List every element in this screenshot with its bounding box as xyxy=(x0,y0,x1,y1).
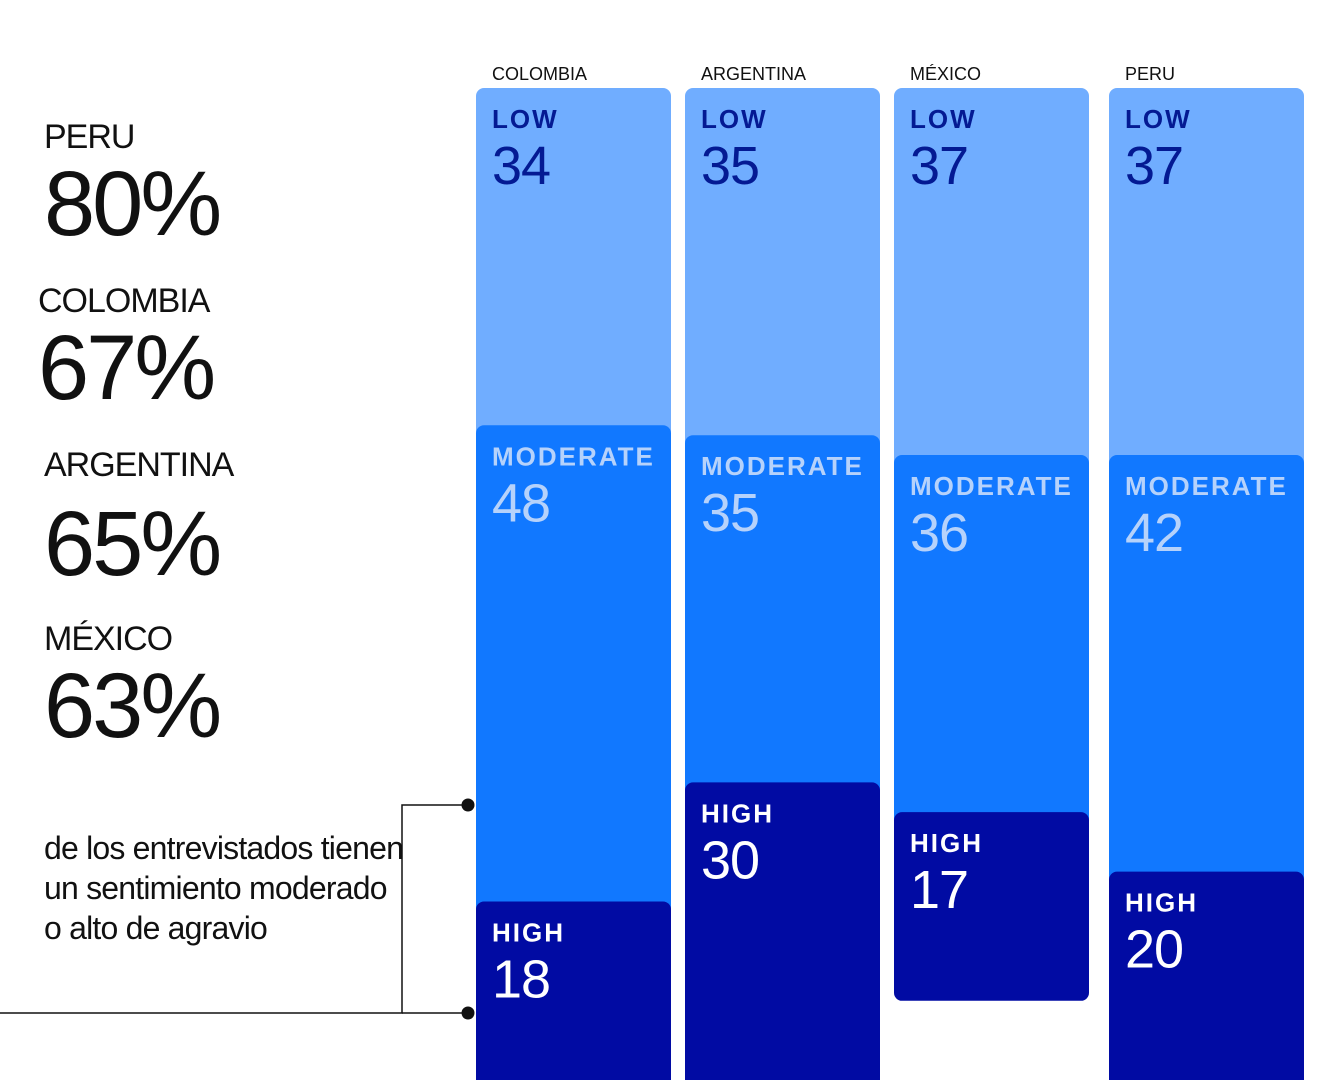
bracket-dot-top xyxy=(461,798,475,812)
segment-label-high-méxico: HIGH xyxy=(910,828,983,858)
segment-label-low-colombia: LOW xyxy=(492,104,559,134)
segment-label-moderate-argentina: MODERATE xyxy=(701,451,864,481)
summary-colombia: COLOMBIA 67% xyxy=(38,282,216,419)
bar-low-colombia xyxy=(476,88,671,442)
segment-value-moderate-méxico: 36 xyxy=(910,503,968,563)
bar-moderate-peru xyxy=(1109,455,1304,888)
segment-value-high-argentina: 30 xyxy=(701,830,759,890)
summary-percent: 67% xyxy=(38,317,216,419)
segment-label-high-argentina: HIGH xyxy=(701,798,774,828)
bar-high-méxico xyxy=(894,812,1089,1001)
summary-country-name: MÉXICO xyxy=(44,620,173,658)
bar-low-peru xyxy=(1109,88,1304,472)
segment-value-low-argentina: 35 xyxy=(701,136,759,196)
segment-label-moderate-colombia: MODERATE xyxy=(492,441,655,471)
bar-moderate-argentina xyxy=(685,435,880,799)
segment-label-low-méxico: LOW xyxy=(910,104,977,134)
summary-country-name: PERU xyxy=(44,118,135,156)
column-label-peru: PERU xyxy=(1125,64,1175,84)
segment-label-moderate-peru: MODERATE xyxy=(1125,471,1288,501)
summary-mexico: MÉXICO 63% xyxy=(44,620,222,757)
segment-value-moderate-colombia: 48 xyxy=(492,473,550,533)
summary-peru: PERU 80% xyxy=(44,118,222,255)
summary-percent: 65% xyxy=(44,493,222,595)
bar-high-argentina xyxy=(685,782,880,1080)
bar-low-argentina xyxy=(685,88,880,452)
segment-value-high-colombia: 18 xyxy=(492,949,550,1009)
segment-label-high-colombia: HIGH xyxy=(492,917,565,947)
summary-percent: 63% xyxy=(44,655,222,757)
bracket-dot-bottom xyxy=(461,1006,475,1020)
bar-low-méxico xyxy=(894,88,1089,472)
segment-value-moderate-peru: 42 xyxy=(1125,503,1183,563)
bracket-line xyxy=(0,804,468,1014)
bar-moderate-colombia xyxy=(476,425,671,918)
segment-label-moderate-méxico: MODERATE xyxy=(910,471,1073,501)
segment-label-low-argentina: LOW xyxy=(701,104,768,134)
summary-argentina: ARGENTINA 65% xyxy=(44,446,234,595)
segment-value-low-peru: 37 xyxy=(1125,136,1183,196)
segment-value-high-méxico: 17 xyxy=(910,860,968,920)
column-label-argentina: ARGENTINA xyxy=(701,64,806,84)
segment-label-high-peru: HIGH xyxy=(1125,888,1198,918)
segment-value-low-colombia: 34 xyxy=(492,136,550,196)
summary-percent: 80% xyxy=(44,153,222,255)
bar-moderate-méxico xyxy=(894,455,1089,829)
segment-value-low-méxico: 37 xyxy=(910,136,968,196)
column-label-colombia: COLOMBIA xyxy=(492,64,587,84)
summary-note: de los entrevistados tienen un sentimien… xyxy=(44,830,404,946)
summary-country-name: ARGENTINA xyxy=(44,446,234,484)
summary-country-name: COLOMBIA xyxy=(38,282,210,320)
column-label-méxico: MÉXICO xyxy=(910,64,981,84)
bar-high-colombia xyxy=(476,901,671,1080)
segment-value-high-peru: 20 xyxy=(1125,920,1183,980)
segment-value-moderate-argentina: 35 xyxy=(701,483,759,543)
bar-high-peru xyxy=(1109,871,1304,1080)
segment-label-low-peru: LOW xyxy=(1125,104,1192,134)
